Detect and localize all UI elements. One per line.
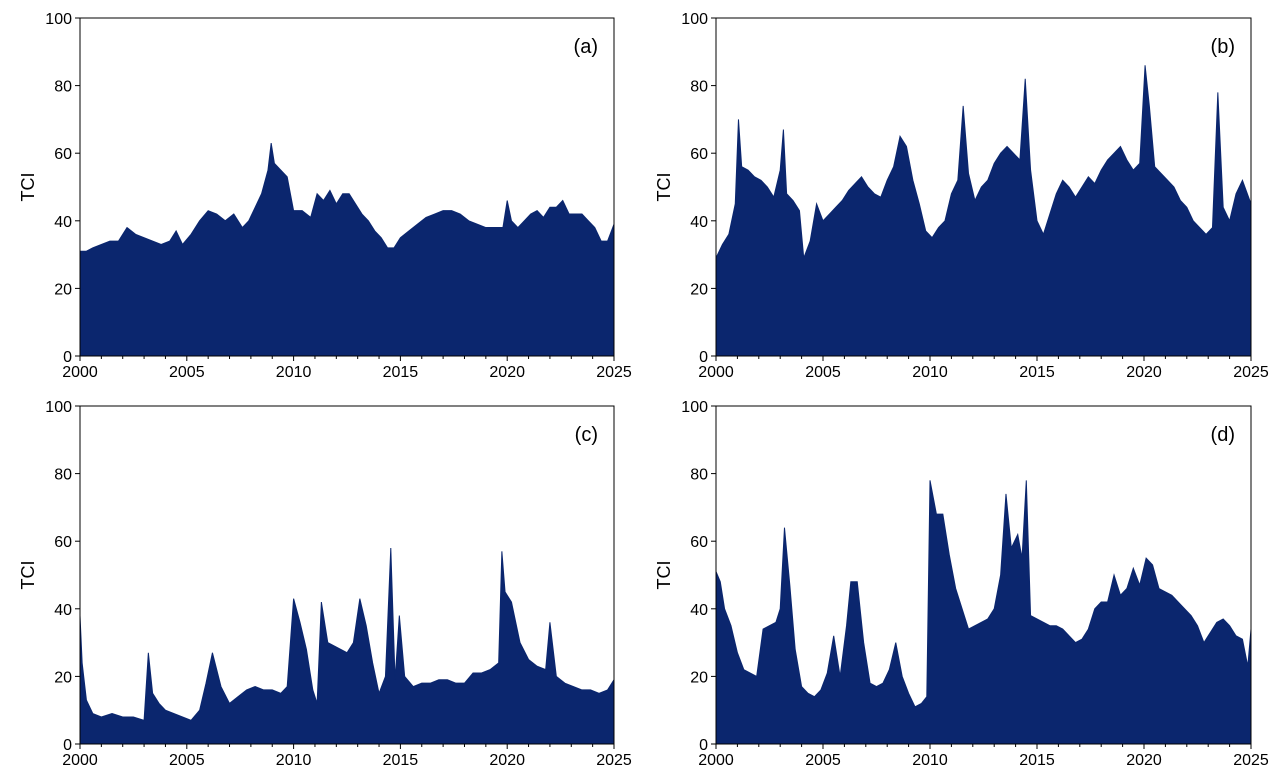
panel-b: TCI (b) 0 20 40 60 80 100 2000 2005 2010 2015 2020…: [654, 11, 1269, 381]
plot-frame-c: [79, 405, 615, 745]
x-tick-label-c: 2000: [62, 752, 98, 769]
y-tick-label-c: 20: [54, 669, 72, 686]
panel-label-d: (d): [1211, 424, 1235, 446]
x-tick-label-a: 2005: [169, 364, 205, 381]
y-tick-label-a: 0: [63, 349, 72, 366]
y-tick-label-d: 100: [681, 399, 708, 416]
x-tick-label-c: 2025: [596, 752, 632, 769]
y-tick-label-c: 100: [45, 399, 72, 416]
x-tick-label-a: 2000: [62, 364, 98, 381]
y-tick-label-c: 80: [54, 467, 72, 484]
tci-area-a: [79, 142, 615, 357]
x-tick-label-c: 2015: [383, 752, 419, 769]
tci-area-d: [715, 480, 1252, 745]
y-tick-label-b: 100: [681, 11, 708, 28]
tci-area-c: [79, 547, 615, 745]
y-tick-label-a: 60: [54, 146, 72, 163]
x-tick-label-d: 2025: [1233, 752, 1269, 769]
x-tick-label-b: 2010: [912, 364, 948, 381]
x-tick-label-b: 2000: [698, 364, 734, 381]
y-tick-label-a: 20: [54, 281, 72, 298]
y-tick-label-d: 40: [690, 602, 708, 619]
y-tick-label-b: 40: [690, 214, 708, 231]
y-tick-label-a: 80: [54, 79, 72, 96]
x-tick-label-b: 2025: [1233, 364, 1269, 381]
panel-label-c: (c): [575, 424, 598, 446]
panel-c: TCI (c) 0 20 40 60 80 100 2000 2005 2010 2015 2020…: [18, 399, 632, 769]
y-axis-label-b: TCI: [654, 173, 674, 202]
plot-frame-a: [79, 17, 615, 357]
x-tick-label-b: 2015: [1019, 364, 1055, 381]
plot-frame-b: [715, 17, 1252, 357]
y-tick-label-a: 40: [54, 214, 72, 231]
y-tick-label-b: 20: [690, 281, 708, 298]
y-tick-label-c: 40: [54, 602, 72, 619]
x-tick-label-a: 2020: [489, 364, 525, 381]
panel-label-a: (a): [574, 36, 598, 58]
x-tick-label-d: 2020: [1126, 752, 1162, 769]
y-tick-label-a: 100: [45, 11, 72, 28]
tci-area-b: [715, 65, 1252, 357]
x-tick-label-a: 2025: [596, 364, 632, 381]
x-tick-label-a: 2010: [276, 364, 312, 381]
x-tick-label-c: 2005: [169, 752, 205, 769]
y-axis-label-c: TCI: [18, 561, 38, 590]
panel-a: TCI (a) 0 20 40 60 80 100 2000 2005 2010 2015 2020…: [18, 11, 632, 381]
y-axis-label-d: TCI: [654, 561, 674, 590]
x-tick-label-a: 2015: [383, 364, 419, 381]
x-tick-label-b: 2020: [1126, 364, 1162, 381]
x-tick-label-d: 2005: [805, 752, 841, 769]
y-tick-label-d: 60: [690, 534, 708, 551]
y-tick-label-c: 0: [63, 737, 72, 754]
plot-frame-d: [715, 405, 1252, 745]
y-tick-label-c: 60: [54, 534, 72, 551]
y-tick-label-d: 80: [690, 467, 708, 484]
x-tick-label-b: 2005: [805, 364, 841, 381]
x-tick-label-c: 2010: [276, 752, 312, 769]
y-tick-label-b: 0: [699, 349, 708, 366]
y-tick-label-b: 60: [690, 146, 708, 163]
panel-d: TCI (d) 0 20 40 60 80 100 2000 2005 2010 2015 2020…: [654, 399, 1269, 769]
x-tick-label-d: 2010: [912, 752, 948, 769]
x-tick-label-d: 2015: [1019, 752, 1055, 769]
y-tick-label-d: 0: [699, 737, 708, 754]
y-tick-label-b: 80: [690, 79, 708, 96]
panel-label-b: (b): [1211, 36, 1235, 58]
y-axis-label-a: TCI: [18, 173, 38, 202]
x-tick-label-d: 2000: [698, 752, 734, 769]
y-tick-label-d: 20: [690, 669, 708, 686]
x-tick-label-c: 2020: [489, 752, 525, 769]
